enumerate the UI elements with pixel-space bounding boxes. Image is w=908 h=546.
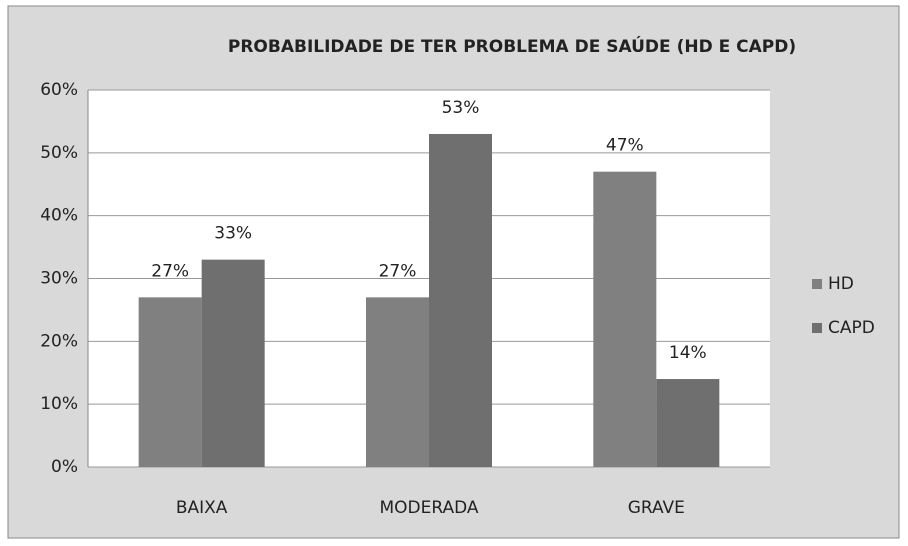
value-label: 27% [151,261,189,281]
legend-swatch [812,323,822,333]
y-tick-label: 0% [51,457,78,477]
y-tick-label: 60% [40,80,78,100]
y-tick-label: 30% [40,269,78,289]
y-tick-label: 10% [40,394,78,414]
legend-label: CAPD [828,318,875,338]
value-label: 47% [606,136,644,156]
y-tick-label: 50% [40,143,78,163]
bar [201,259,265,467]
value-label: 27% [379,261,417,281]
x-tick-label: MODERADA [379,498,478,518]
bar [138,297,202,467]
x-tick-label: BAIXA [176,498,228,518]
chart-title: PROBABILIDADE DE TER PROBLEMA DE SAÚDE (… [228,35,796,57]
y-tick-label: 20% [40,331,78,351]
value-label: 33% [214,224,252,244]
legend-label: HD [828,274,854,294]
legend-swatch [812,279,822,289]
y-tick-label: 40% [40,206,78,226]
x-tick-label: GRAVE [628,498,685,518]
bar [656,379,720,467]
value-label: 14% [669,343,707,363]
bar [593,171,657,467]
value-label: 53% [442,98,480,118]
bar [366,297,429,467]
bar [429,133,492,467]
